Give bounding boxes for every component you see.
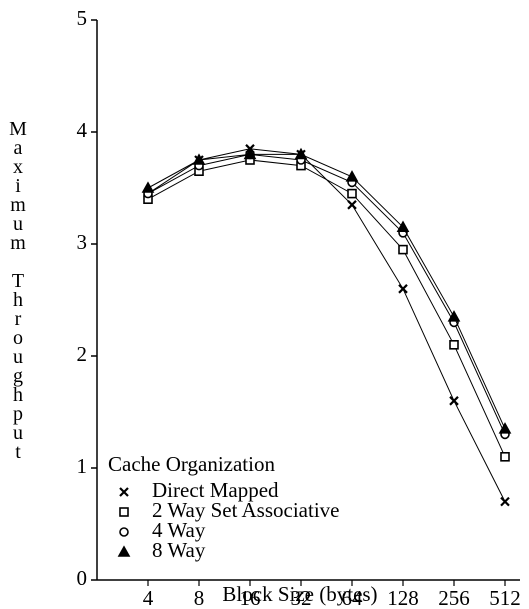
marker bbox=[447, 310, 461, 322]
marker bbox=[117, 545, 131, 557]
marker bbox=[396, 220, 410, 232]
x-tick-label: 16 bbox=[240, 586, 261, 609]
y-tick-label: 4 bbox=[77, 118, 88, 142]
x-tick-label: 8 bbox=[194, 586, 205, 609]
y-tick-label: 0 bbox=[77, 566, 88, 590]
legend-label: Direct Mapped bbox=[152, 478, 279, 502]
marker bbox=[119, 507, 129, 517]
marker bbox=[449, 339, 459, 350]
x-tick-label: 64 bbox=[342, 586, 364, 609]
marker bbox=[398, 284, 408, 294]
x-tick-label: 4 bbox=[143, 586, 154, 609]
marker bbox=[119, 487, 129, 497]
series-line bbox=[147, 153, 506, 435]
marker bbox=[119, 527, 129, 537]
series-line bbox=[147, 159, 506, 458]
legend-label: 4 Way bbox=[152, 518, 206, 542]
x-tick-label: 32 bbox=[291, 586, 312, 609]
marker bbox=[498, 422, 512, 434]
marker bbox=[398, 244, 408, 255]
y-tick-label: 5 bbox=[77, 6, 88, 30]
marker bbox=[294, 147, 308, 160]
marker bbox=[347, 200, 357, 210]
marker bbox=[345, 170, 359, 182]
marker bbox=[192, 153, 206, 165]
marker bbox=[347, 188, 357, 199]
y-axis-label: Maximum Throughput bbox=[7, 118, 29, 460]
marker bbox=[500, 496, 510, 507]
marker bbox=[449, 396, 459, 406]
y-tick-label: 2 bbox=[77, 342, 88, 366]
x-tick-label: 512 bbox=[489, 586, 521, 609]
marker bbox=[243, 147, 257, 160]
y-tick-label: 1 bbox=[77, 454, 88, 478]
x-tick-label: 256 bbox=[438, 586, 470, 609]
marker bbox=[141, 181, 155, 193]
legend-label: 8 Way bbox=[152, 538, 206, 562]
marker bbox=[500, 451, 510, 462]
legend-label: 2 Way Set Associative bbox=[152, 498, 339, 522]
series-line bbox=[147, 153, 506, 430]
legend-title: Cache Organization bbox=[108, 452, 275, 476]
y-tick-label: 3 bbox=[77, 230, 88, 254]
x-tick-label: 128 bbox=[387, 586, 419, 609]
